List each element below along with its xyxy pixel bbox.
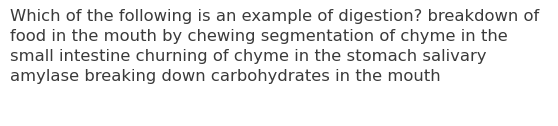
Text: Which of the following is an example of digestion? breakdown of
food in the mout: Which of the following is an example of …	[10, 9, 539, 84]
